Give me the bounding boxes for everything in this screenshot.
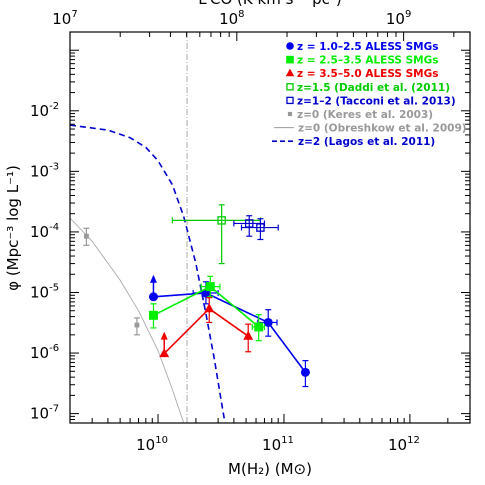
legend-marker	[286, 96, 294, 105]
legend-label: z = 1.0–2.5 ALESS SMGs	[297, 41, 439, 53]
legend-entry: z=0 (Obreshkow et al. 2009)	[274, 123, 467, 135]
top-tick-label-exp: 7	[71, 9, 77, 20]
x-tick-label-base: 10	[262, 436, 281, 454]
y-tick-label-exp: -2	[49, 101, 59, 112]
model-curve	[70, 124, 226, 423]
data-point	[148, 292, 158, 302]
data-point	[84, 233, 89, 239]
top-tick-label-base: 10	[219, 10, 238, 28]
legend-entry: z = 2.5–3.5 ALESS SMGs	[286, 55, 439, 67]
legend-marker	[286, 55, 294, 64]
legend-marker	[287, 111, 293, 117]
x-tick-label-exp: 11	[281, 435, 294, 446]
x-tick-label-exp: 12	[407, 435, 420, 446]
y-axis-label: φ (Mpc⁻³ log L⁻¹)	[4, 165, 22, 291]
data-point	[254, 322, 264, 332]
y-tick-label-exp: -3	[49, 161, 59, 172]
legend-entry: z = 3.5–5.0 ALESS SMGs	[285, 68, 439, 80]
plot-frame	[69, 31, 471, 424]
data-series	[159, 297, 254, 358]
top-tick-label-exp: 9	[405, 9, 411, 20]
data-point	[263, 317, 273, 327]
y-tick-label: 10-3	[30, 161, 59, 180]
y-tick-label-base: 10	[30, 405, 49, 423]
legend-marker	[286, 83, 294, 91]
data-series	[83, 227, 140, 336]
x-tick-label-exp: 10	[155, 435, 168, 446]
x-tick-label-base: 10	[136, 436, 155, 454]
y-tick-label-base: 10	[30, 102, 49, 120]
x-tick-label: 1010	[136, 435, 168, 454]
legend-label: z = 3.5–5.0 ALESS SMGs	[297, 68, 439, 80]
y-tick-label: 10-6	[30, 343, 59, 362]
legend-marker	[286, 42, 294, 50]
legend-entry: z=2 (Lagos et al. 2011)	[272, 136, 435, 148]
legend-label: z=1–2 (Tacconi et al. 2013)	[297, 95, 456, 107]
top-tick-label: 108	[219, 9, 244, 28]
data-series	[148, 274, 310, 388]
x-tick-label-base: 10	[388, 436, 407, 454]
top-tick-label: 107	[52, 9, 77, 28]
data-point	[134, 322, 140, 328]
legend-entry: z = 1.0–2.5 ALESS SMGs	[286, 41, 439, 53]
y-tick-label-exp: -5	[49, 282, 59, 293]
x-tick-label: 1012	[388, 435, 420, 454]
data-point	[217, 216, 226, 225]
y-tick-label: 10-2	[30, 101, 59, 120]
legend-entry: z=1–2 (Tacconi et al. 2013)	[286, 95, 456, 107]
data-point	[204, 303, 215, 313]
x-tick-label: 1011	[262, 435, 294, 454]
data-series	[233, 215, 279, 241]
data-point	[256, 223, 265, 232]
legend-label: z=0 (Keres et al. 2003)	[297, 109, 433, 121]
data-series	[148, 275, 266, 342]
y-tick-label: 10-5	[30, 282, 59, 301]
lower-limit-arrowhead	[160, 331, 168, 340]
legend-entry: z=0 (Keres et al. 2003)	[287, 109, 433, 121]
legend-label: z = 2.5–3.5 ALESS SMGs	[297, 55, 439, 67]
series-line	[153, 292, 307, 373]
y-tick-label-base: 10	[30, 223, 49, 241]
data-point	[300, 367, 310, 377]
legend-entry: z=1.5 (Daddi et al. (2011)	[286, 82, 450, 94]
y-tick-label-base: 10	[30, 283, 49, 301]
data-series	[171, 204, 262, 265]
legend-label: z=1.5 (Daddi et al. (2011)	[297, 82, 450, 94]
data-point	[243, 330, 254, 340]
lower-limit-arrowhead	[149, 274, 157, 283]
data-point	[159, 348, 170, 358]
y-tick-label-exp: -4	[49, 222, 59, 233]
y-tick-label-base: 10	[30, 162, 49, 180]
y-tick-label: 10-7	[30, 404, 59, 423]
legend-label: z=2 (Lagos et al. 2011)	[298, 136, 435, 148]
x-axis-label: M(H₂) (M⊙)	[228, 460, 312, 478]
model-curve	[70, 217, 185, 423]
top-tick-label: 109	[386, 9, 411, 28]
y-tick-label-exp: -6	[49, 343, 59, 354]
top-x-axis-label: L′CO (K km s⁻¹ pc²)	[198, 0, 341, 8]
top-tick-label-exp: 8	[238, 9, 244, 20]
data-point	[205, 282, 215, 292]
y-tick-label: 10-4	[30, 222, 59, 241]
top-tick-label-base: 10	[386, 10, 405, 28]
legend-marker	[285, 68, 295, 77]
y-tick-label-exp: -7	[49, 404, 59, 415]
y-tick-label-base: 10	[30, 344, 49, 362]
top-tick-label-base: 10	[52, 10, 71, 28]
data-point	[148, 310, 158, 320]
legend-label: z=0 (Obreshkow et al. 2009)	[298, 123, 467, 135]
